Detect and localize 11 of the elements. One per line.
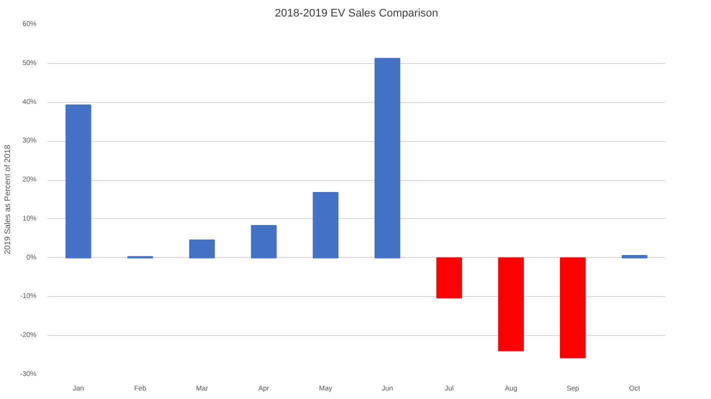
bar [250,225,277,258]
bar [622,255,648,258]
bar [374,58,400,258]
bar [436,257,462,298]
bar [66,104,92,258]
bar [560,257,586,358]
y-axis-title: 2019 Sales as Percent of 2018 [3,144,12,254]
bar [312,192,338,258]
bar [189,239,215,258]
chart-title: 2018-2019 EV Sales Comparison [274,8,438,20]
bar [498,257,524,352]
